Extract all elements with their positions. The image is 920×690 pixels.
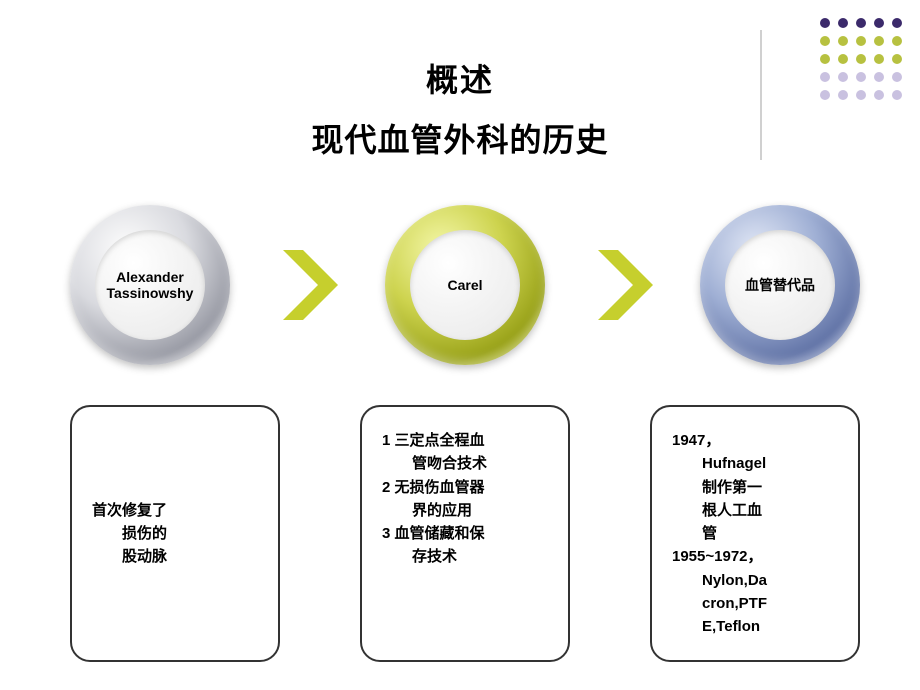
decoration-dot bbox=[820, 18, 830, 28]
decoration-dot bbox=[838, 18, 848, 28]
decoration-dot bbox=[820, 36, 830, 46]
node-3-label: 血管替代品 bbox=[725, 230, 835, 340]
decoration-dot bbox=[874, 36, 884, 46]
decoration-dot bbox=[892, 18, 902, 28]
node-3: 血管替代品 bbox=[700, 205, 860, 365]
title-line-2: 现代血管外科的历史 bbox=[0, 115, 920, 161]
title-line-1: 概述 bbox=[0, 55, 920, 101]
decoration-dot bbox=[856, 18, 866, 28]
info-box-3: 1947， Hufnagel 制作第一 根人工血 管 1955~1972， Ny… bbox=[650, 405, 860, 662]
decoration-dot bbox=[838, 36, 848, 46]
dot-row bbox=[820, 18, 902, 28]
decoration-dot bbox=[856, 36, 866, 46]
info-boxes-row: 首次修复了 损伤的 股动脉 1 三定点全程血 管吻合技术 2 无损伤血管器 界的… bbox=[70, 405, 860, 662]
node-1: Alexander Tassinowshy bbox=[70, 205, 230, 365]
info-box-1: 首次修复了 损伤的 股动脉 bbox=[70, 405, 280, 662]
decoration-dot bbox=[892, 36, 902, 46]
node-2: Carel bbox=[385, 205, 545, 365]
node-2-label: Carel bbox=[410, 230, 520, 340]
chevron-icon bbox=[278, 250, 338, 320]
title-block: 概述 现代血管外科的历史 bbox=[0, 55, 920, 161]
dot-row bbox=[820, 36, 902, 46]
chevron-icon bbox=[593, 250, 653, 320]
node-1-label: Alexander Tassinowshy bbox=[95, 230, 205, 340]
decoration-dot bbox=[874, 18, 884, 28]
info-box-2: 1 三定点全程血 管吻合技术 2 无损伤血管器 界的应用 3 血管储藏和保 存技… bbox=[360, 405, 570, 662]
timeline-nodes-row: Alexander Tassinowshy Carel 血管替代品 bbox=[70, 205, 860, 365]
